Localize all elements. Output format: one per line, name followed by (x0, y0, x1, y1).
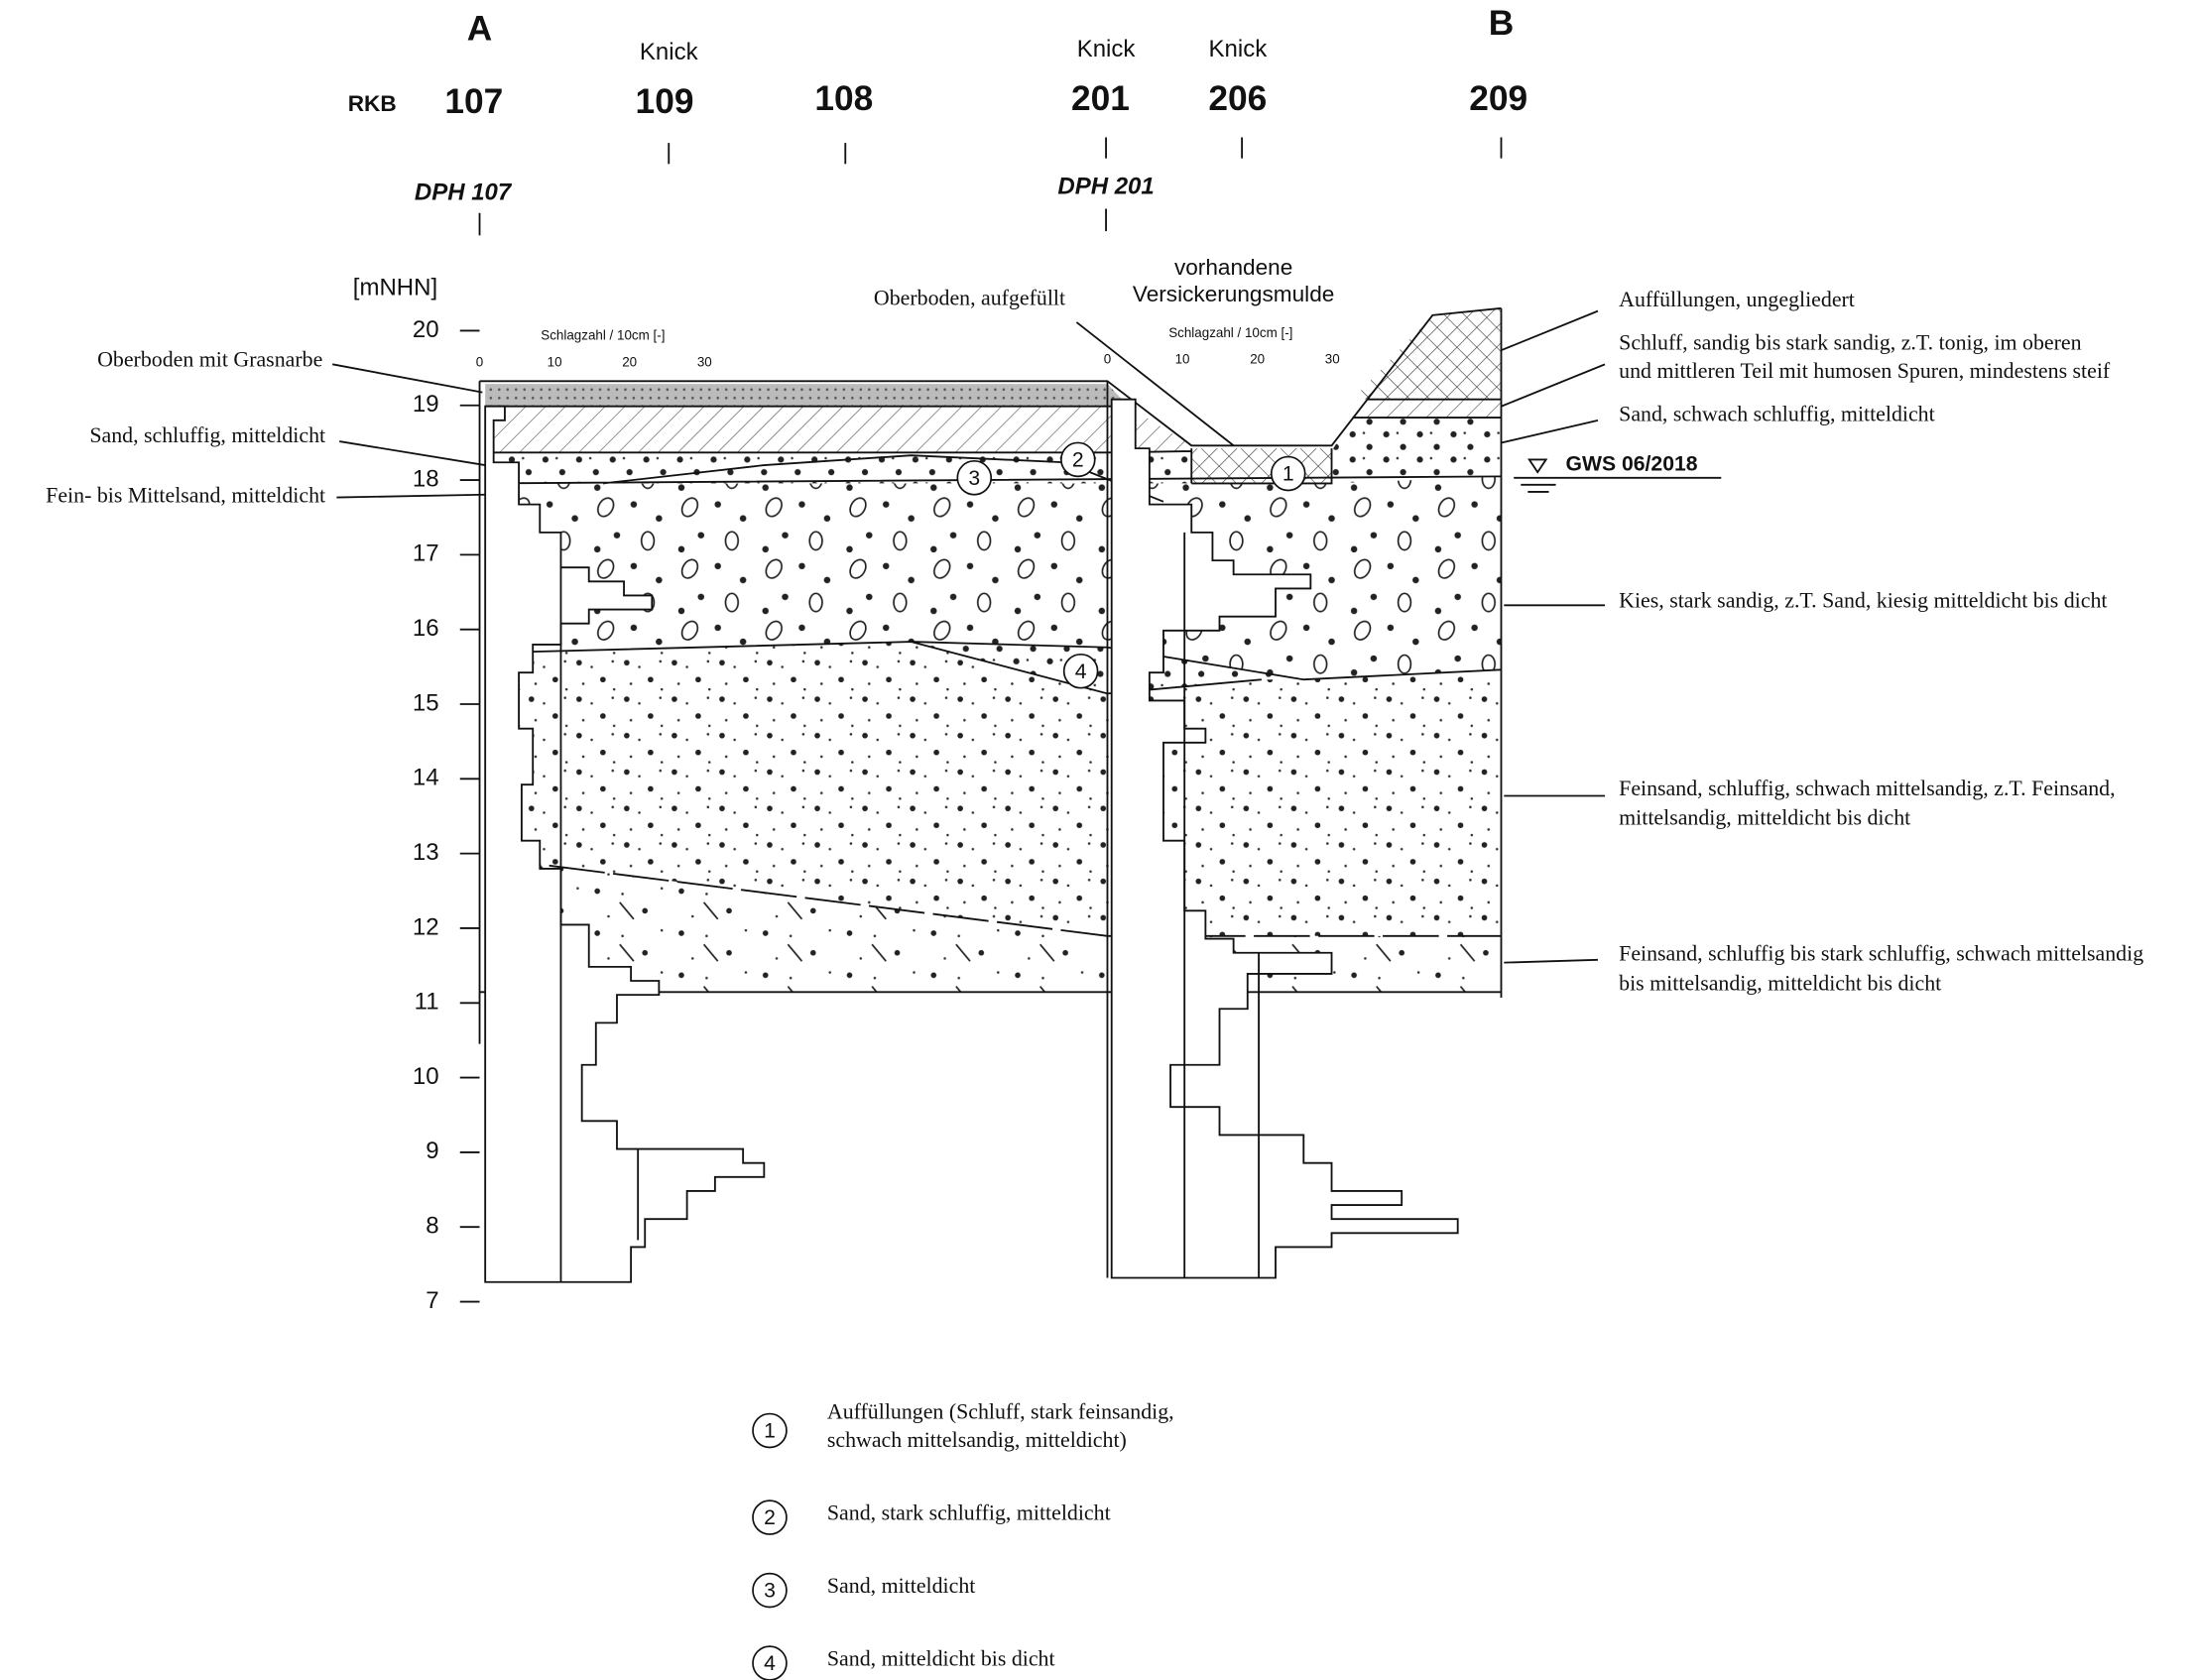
marker-number: 2 (1072, 448, 1084, 471)
axis-tick-label: 20 (413, 316, 439, 343)
dph-tick-label: 0 (1104, 352, 1111, 367)
dph-tick-label: 30 (697, 354, 712, 369)
marker-number: 3 (968, 467, 980, 490)
legend-text: schwach mittelsandig, mitteldicht) (827, 1427, 1127, 1452)
legend-text: Sand, mitteldicht bis dicht (827, 1645, 1055, 1670)
legend-text: Sand, stark schluffig, mitteldicht (827, 1500, 1111, 1524)
axis-tick-label: 8 (426, 1213, 438, 1240)
axis-tick-label: 11 (415, 989, 439, 1016)
layer-label: bis mittelsandig, mitteldicht bis dicht (1619, 970, 1941, 995)
borehole-id: 108 (814, 79, 873, 118)
axis-tick-label: 16 (413, 615, 439, 642)
dph-scale-label: Schlagzahl / 10cm [-] (1168, 325, 1292, 340)
marker-number: 1 (1282, 463, 1294, 486)
dph-tick-label: 10 (1175, 352, 1190, 367)
legend-text: Auffüllungen (Schluff, stark feinsandig, (827, 1399, 1174, 1424)
borehole-note: Knick (1209, 36, 1269, 62)
dph-tick-label: 20 (1250, 352, 1265, 367)
cross-section: A B RKB Knick Knick Knick 107 109 108 20… (0, 0, 2198, 1680)
legend-text: Sand, mitteldicht (827, 1573, 975, 1598)
layer-label: Feinsand, schluffig, schwach mittelsandi… (1619, 776, 2115, 800)
layer-label: Sand, schwach schluffig, mitteldicht (1619, 402, 1935, 426)
legend: 1 Auffüllungen (Schluff, stark feinsandig… (753, 1399, 1174, 1680)
section-start: A (467, 9, 493, 48)
groundwater-label: GWS 06/2018 (1565, 453, 1697, 476)
borehole-id: 206 (1208, 79, 1267, 118)
legend-number: 2 (764, 1506, 776, 1529)
dph-label: DPH 107 (415, 179, 513, 205)
layers (480, 308, 1502, 1044)
borehole-id: 209 (1469, 79, 1527, 118)
borehole-id: 107 (444, 82, 503, 121)
rkb-label: RKB (348, 91, 397, 116)
axis-unit: [mNHN] (353, 274, 437, 300)
center-label: Versickerungsmulde (1133, 282, 1334, 306)
dph-scale-label: Schlagzahl / 10cm [-] (541, 328, 665, 343)
elevation-axis: 20 19 18 17 16 15 14 13 12 11 10 9 8 7 (413, 316, 480, 1314)
layer-label: Kies, stark sandig, z.T. Sand, kiesig mi… (1619, 588, 2107, 613)
layer-label: Fein- bis Mittelsand, mitteldicht (46, 483, 325, 508)
axis-tick-label: 12 (413, 913, 439, 940)
marker-number: 4 (1075, 660, 1087, 683)
layer-label: Feinsand, schluffig bis stark schluffig,… (1619, 941, 2143, 966)
borehole-id: 201 (1071, 79, 1130, 118)
center-label: vorhandene (1174, 255, 1292, 280)
legend-number: 3 (764, 1580, 776, 1603)
legend-number: 1 (764, 1420, 776, 1443)
axis-tick-label: 14 (413, 765, 439, 791)
axis-tick-label: 7 (426, 1287, 438, 1314)
layer-label: Schluff, sandig bis stark sandig, z.T. t… (1619, 330, 2081, 355)
layer-label: Sand, schluffig, mitteldicht (89, 422, 325, 447)
layer-label: Auffüllungen, ungegliedert (1619, 287, 1855, 311)
section-end: B (1489, 4, 1515, 43)
layer-label: mittelsandig, mitteldicht bis dicht (1619, 805, 1910, 830)
dph-tick-label: 30 (1325, 352, 1340, 367)
axis-tick-label: 9 (426, 1138, 438, 1164)
dph-label: DPH 201 (1057, 174, 1154, 200)
layer-label: und mittleren Teil mit humosen Spuren, m… (1619, 358, 2111, 383)
axis-tick-label: 15 (413, 689, 439, 716)
borehole-note: Knick (1077, 36, 1137, 62)
axis-tick-label: 13 (413, 839, 439, 866)
borehole-markers (480, 137, 1502, 235)
axis-tick-label: 10 (413, 1063, 439, 1090)
layer-label: Oberboden mit Grasnarbe (97, 347, 322, 372)
axis-tick-label: 17 (413, 540, 439, 567)
dph-ticks: 0 10 20 30 0 10 20 30 (476, 352, 1340, 370)
dph-tick-label: 10 (548, 354, 562, 369)
legend-number: 4 (764, 1652, 776, 1675)
borehole-note: Knick (640, 39, 699, 65)
dph-tick-label: 0 (476, 354, 483, 369)
axis-tick-label: 18 (413, 465, 439, 492)
center-label: Oberboden, aufgefüllt (874, 285, 1065, 309)
dph-tick-label: 20 (622, 354, 637, 369)
borehole-id: 109 (636, 82, 694, 121)
axis-tick-label: 19 (413, 391, 439, 418)
